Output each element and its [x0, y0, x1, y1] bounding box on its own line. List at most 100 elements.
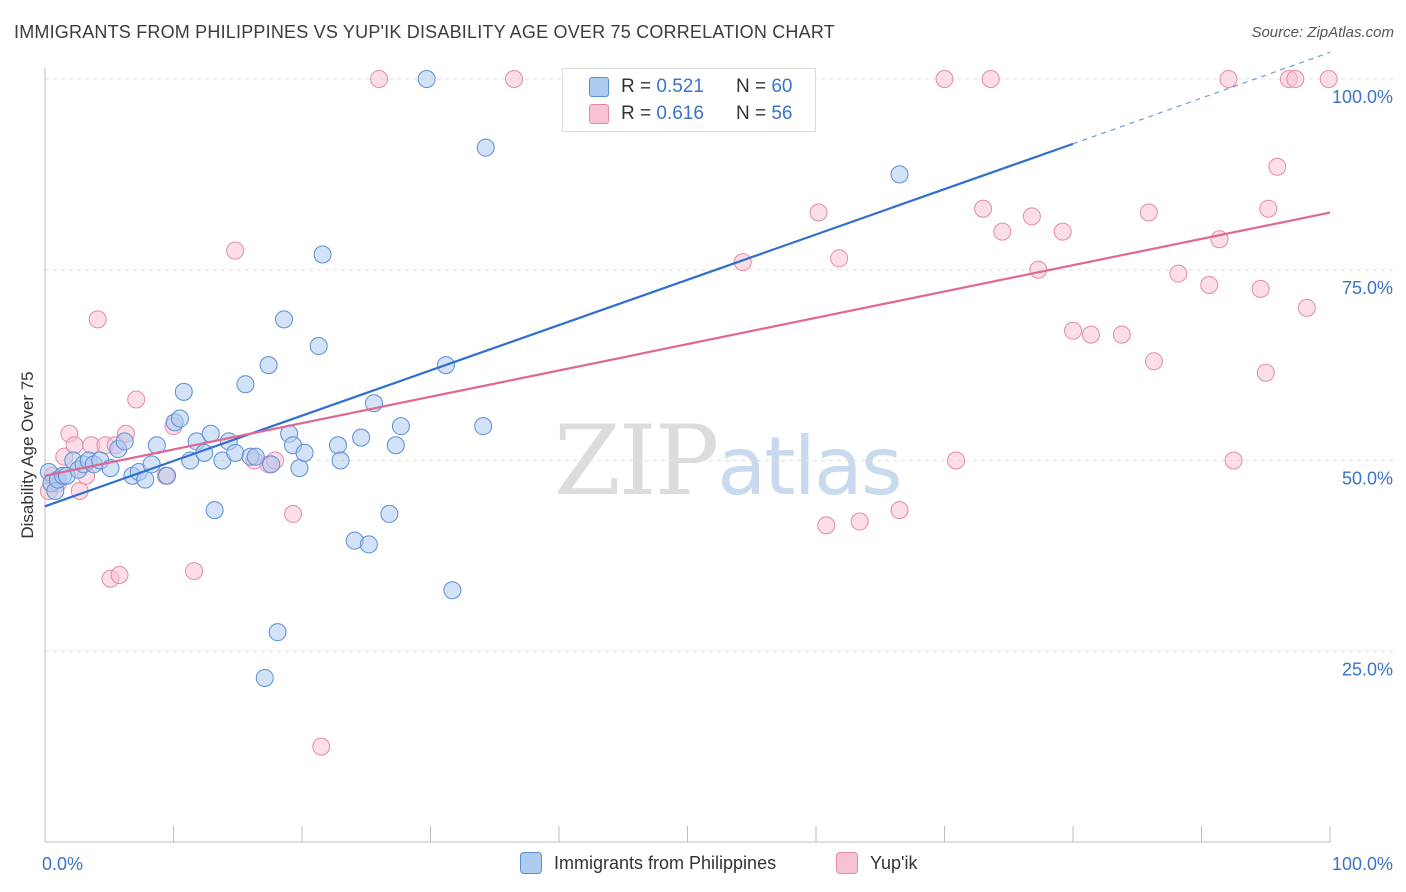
yupik-point: [284, 504, 303, 523]
yupik-point: [935, 70, 954, 88]
source-label: Source: ZipAtlas.com: [1251, 24, 1394, 41]
legend-row-philippines: R = 0.521 N = 60: [589, 75, 792, 99]
yupik-point: [1200, 276, 1219, 295]
yupik-point: [1029, 260, 1048, 279]
yupik-point: [226, 241, 245, 260]
yupik-point: [312, 737, 331, 756]
yupik-point: [1219, 70, 1238, 88]
philippines-point: [890, 165, 909, 184]
yupik-point: [890, 501, 909, 520]
yupik-point: [127, 390, 146, 409]
philippines-point: [309, 337, 328, 356]
correlation-legend: R = 0.521 N = 60 R = 0.616 N = 56: [562, 68, 816, 132]
yupik-trend-line: [44, 211, 1331, 477]
philippines-point: [158, 466, 177, 485]
yupik-point: [1144, 352, 1163, 371]
yupik-point: [830, 249, 849, 268]
legend-item-yupik[interactable]: Yup'ik: [836, 852, 917, 874]
yupik-point: [1022, 207, 1041, 226]
philippines-point: [391, 417, 410, 436]
yupik-point: [1112, 325, 1131, 344]
philippines-point: [417, 70, 436, 88]
philippines-point: [259, 356, 278, 375]
tick-labels: 25.0% 50.0% 75.0% 100.0% 0.0% 100.0%: [42, 87, 1393, 874]
y-tick-label: 100.0%: [1332, 87, 1393, 107]
r-label: R =: [621, 76, 652, 97]
yupik-legend-label: Yup'ik: [870, 852, 918, 873]
chart-title: IMMIGRANTS FROM PHILIPPINES VS YUP'IK DI…: [14, 22, 835, 42]
yupik-point: [1259, 199, 1278, 218]
philippines-points: [39, 70, 909, 687]
philippines-legend-swatch: [520, 852, 542, 874]
yupik-legend-swatch: [836, 852, 858, 874]
philippines-legend-label: Immigrants from Philippines: [554, 852, 777, 873]
philippines-r-value: 0.521: [656, 76, 704, 97]
philippines-point: [275, 310, 294, 329]
philippines-point: [246, 447, 265, 466]
philippines-point: [170, 409, 189, 428]
yupik-point: [1224, 451, 1243, 470]
philippines-point: [295, 443, 314, 462]
legend-row-yupik: R = 0.616 N = 56: [589, 102, 792, 126]
philippines-point: [290, 459, 309, 478]
philippines-point: [262, 455, 281, 474]
n-label: N =: [735, 76, 767, 97]
philippines-trend-line: [44, 142, 1074, 508]
yupik-points: [39, 70, 1338, 756]
yupik-point: [65, 436, 84, 455]
yupik-point: [817, 516, 836, 535]
n-label: N =: [735, 103, 767, 124]
yupik-n-value: 56: [771, 103, 793, 124]
philippines-point: [268, 623, 287, 642]
philippines-point: [236, 375, 255, 394]
yupik-point: [1319, 70, 1338, 88]
philippines-point: [476, 138, 495, 157]
philippines-point: [226, 443, 245, 462]
yupik-point: [370, 70, 389, 88]
yupik-point: [505, 70, 524, 88]
yupik-point: [947, 451, 966, 470]
yupik-point: [974, 199, 993, 218]
yupik-point: [1081, 325, 1100, 344]
y-tick-label: 25.0%: [1342, 659, 1393, 679]
yupik-point: [993, 222, 1012, 241]
x-tick-label: 100.0%: [1332, 854, 1393, 874]
y-tick-label: 75.0%: [1342, 278, 1393, 298]
yupik-point: [1053, 222, 1072, 241]
grid-lines: [45, 78, 1395, 652]
yupik-point: [809, 203, 828, 222]
philippines-point: [328, 436, 347, 455]
philippines-point: [174, 382, 193, 401]
x-tick-label: 0.0%: [42, 854, 83, 874]
yupik-point: [185, 562, 204, 581]
yupik-point: [981, 70, 1000, 88]
philippines-point: [331, 451, 350, 470]
philippines-point: [474, 417, 493, 436]
philippines-point: [352, 428, 371, 447]
yupik-point: [1286, 70, 1305, 88]
yupik-point: [1139, 203, 1158, 222]
yupik-point: [1268, 157, 1287, 176]
series-legend: Immigrants from Philippines Yup'ik: [0, 852, 1406, 878]
yupik-point: [1297, 298, 1316, 317]
philippines-point: [205, 501, 224, 520]
philippines-point: [313, 245, 332, 264]
yupik-point: [1251, 279, 1270, 298]
yupik-point: [88, 310, 107, 329]
philippines-swatch: [589, 77, 609, 97]
yupik-point: [1169, 264, 1188, 283]
y-tick-label: 50.0%: [1342, 469, 1393, 489]
philippines-point: [359, 535, 378, 554]
axes: [44, 68, 1331, 843]
philippines-point: [115, 432, 134, 451]
philippines-point: [380, 504, 399, 523]
philippines-trend-extension: [1072, 51, 1331, 145]
philippines-point: [255, 668, 274, 687]
philippines-point: [386, 436, 405, 455]
philippines-point: [443, 581, 462, 600]
yupik-point: [110, 565, 129, 584]
philippines-point: [142, 455, 161, 474]
legend-item-philippines[interactable]: Immigrants from Philippines: [520, 852, 776, 874]
philippines-n-value: 60: [771, 76, 793, 97]
